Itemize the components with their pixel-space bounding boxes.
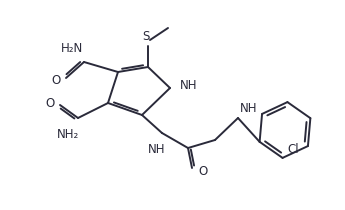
Text: O: O: [46, 97, 55, 109]
Text: O: O: [198, 164, 207, 177]
Text: S: S: [142, 30, 150, 43]
Text: NH: NH: [240, 101, 257, 114]
Text: O: O: [52, 74, 61, 87]
Text: Cl: Cl: [288, 143, 299, 156]
Text: H₂N: H₂N: [61, 42, 83, 55]
Text: NH₂: NH₂: [57, 127, 79, 140]
Text: NH: NH: [180, 79, 197, 92]
Text: NH: NH: [148, 143, 166, 156]
